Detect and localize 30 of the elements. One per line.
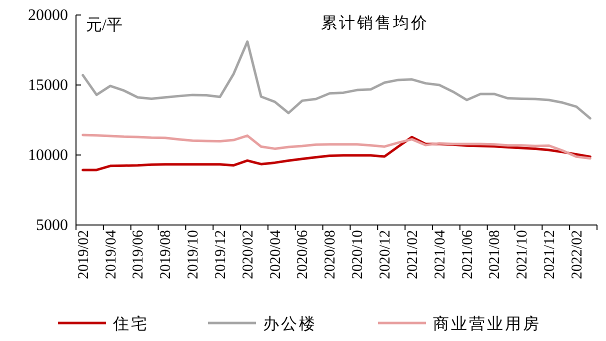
x-tick-label: 2020/06 bbox=[295, 230, 312, 280]
legend-label: 商业营业用房 bbox=[433, 315, 541, 333]
x-tick-label: 2020/02 bbox=[240, 230, 256, 280]
y-tick-label: 10000 bbox=[28, 147, 68, 164]
x-tick-label: 2019/06 bbox=[130, 230, 147, 280]
x-tick-label: 2022/02 bbox=[569, 230, 586, 280]
x-tick-label: 2020/12 bbox=[377, 230, 394, 280]
y-tick-label: 20000 bbox=[28, 7, 68, 24]
x-tick-label: 2021/02 bbox=[404, 230, 421, 280]
x-tick-label: 2021/08 bbox=[487, 230, 504, 280]
chart-title: 累计销售均价 bbox=[321, 14, 429, 32]
x-tick-label: 2020/04 bbox=[268, 230, 284, 280]
x-tick-label: 2019/04 bbox=[103, 230, 120, 280]
x-tick-label: 2019/02 bbox=[76, 230, 92, 280]
x-tick-label: 2019/10 bbox=[186, 230, 202, 280]
y-axis-title: 元/平 bbox=[86, 17, 122, 34]
legend-label: 住宅 bbox=[112, 315, 149, 333]
legend-label: 办公楼 bbox=[263, 315, 317, 333]
x-tick-label: 2021/12 bbox=[542, 230, 558, 280]
line-series bbox=[82, 134, 592, 160]
y-tick-label: 15000 bbox=[28, 77, 68, 94]
x-tick-label: 2019/12 bbox=[212, 230, 229, 280]
x-tick-label: 2020/08 bbox=[322, 230, 339, 280]
x-tick-label: 2021/06 bbox=[460, 230, 476, 280]
line-series bbox=[82, 40, 592, 120]
x-tick-label: 2021/10 bbox=[514, 230, 531, 280]
x-tick-label: 2020/10 bbox=[350, 230, 366, 280]
y-tick-label: 5000 bbox=[36, 217, 68, 234]
x-tick-label: 2021/04 bbox=[432, 230, 448, 280]
x-tick-label: 2019/08 bbox=[158, 230, 174, 280]
